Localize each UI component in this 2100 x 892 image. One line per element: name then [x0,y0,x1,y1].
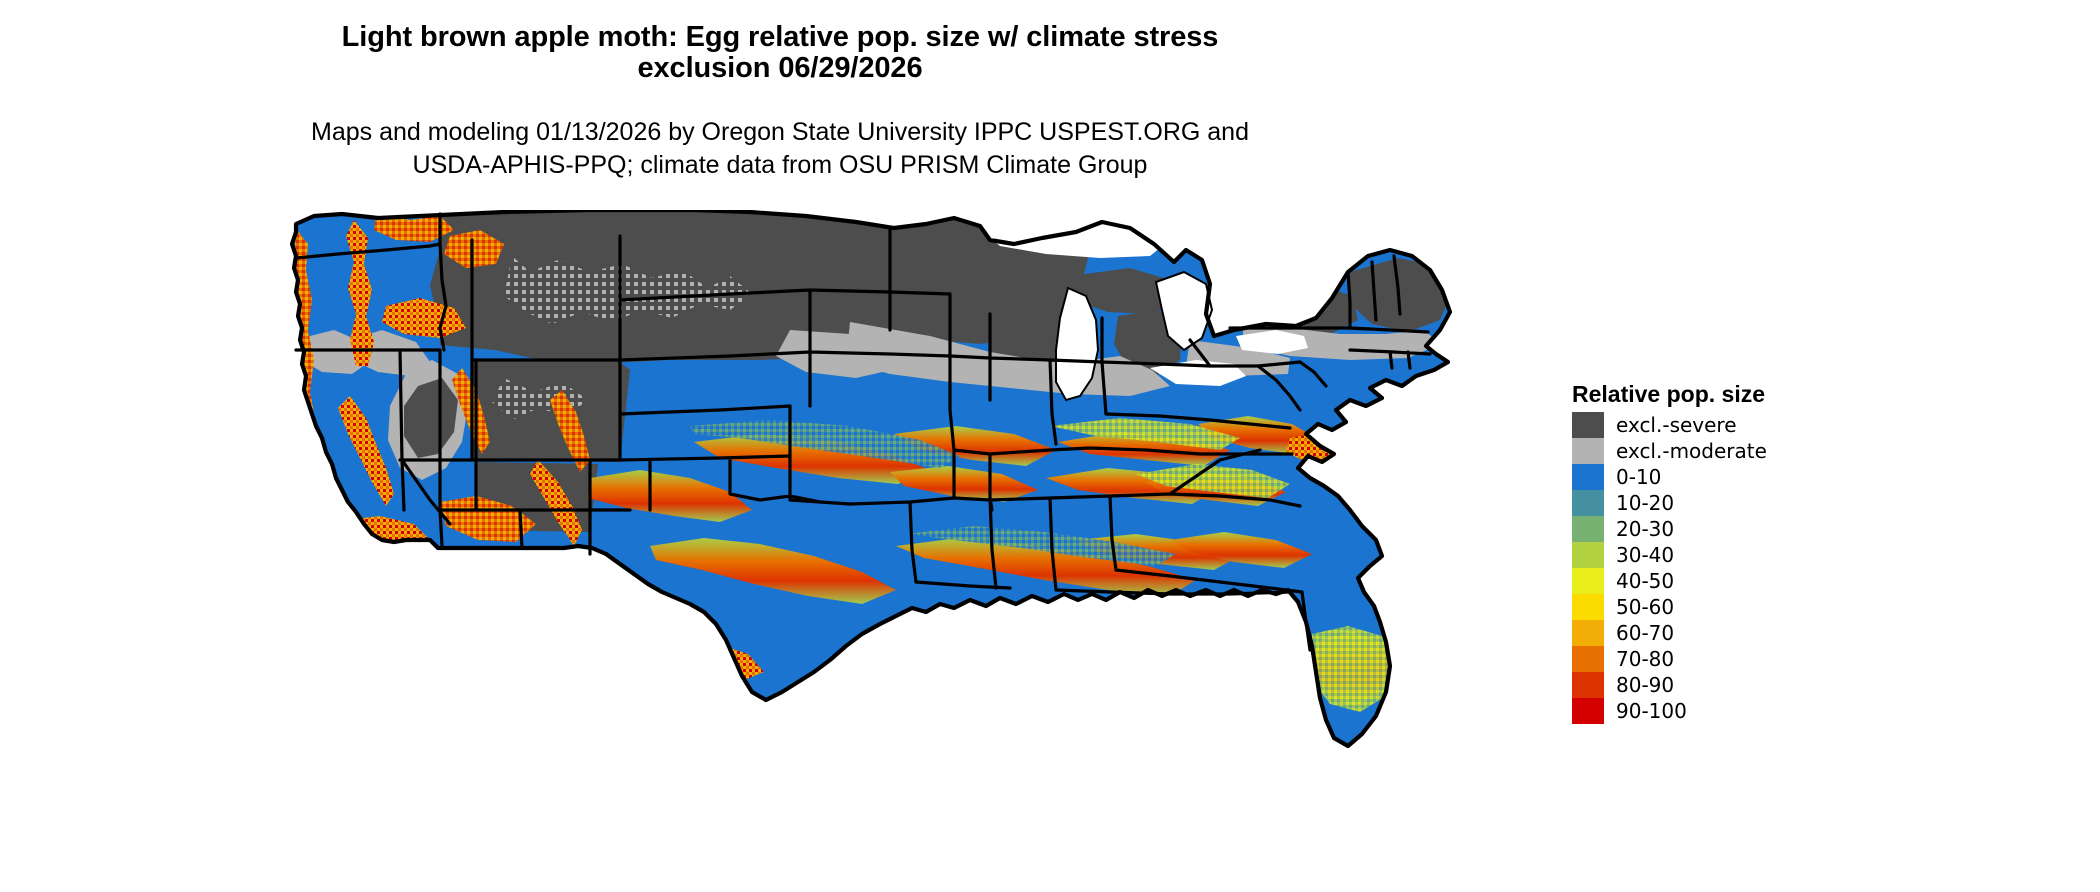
excl-severe-michigan-up [1070,268,1180,314]
legend-swatch [1572,542,1604,569]
hotband-caprock-escarpment [588,470,752,522]
legend-row: 70-80 [1572,646,1972,673]
legend-row: 0-10 [1572,464,1972,491]
legend-swatch [1572,568,1604,595]
hotband-gulf-coastal-plain [896,538,1196,596]
population-transition-layer [690,418,1396,712]
legend-swatch [1572,464,1604,491]
excl-moderate-nevada-patch [404,378,458,458]
page-subtitle: Maps and modeling 01/13/2026 by Oregon S… [311,118,1249,179]
hotband-nm-mountains [530,460,582,546]
legend-row: 90-100 [1572,698,1972,725]
page-title: Light brown apple moth: Egg relative pop… [341,21,1219,85]
hotband-mogollon-rim [440,496,536,542]
legend-swatch [1572,490,1604,517]
legend-label: 20-30 [1616,517,1675,542]
hotband-front-range [550,390,590,472]
hotband-ouachitas [890,466,1038,502]
legend-label: 30-40 [1616,543,1675,568]
hotband-southern-az [432,546,526,582]
legend-label: 50-60 [1616,595,1675,620]
lake-ontario [1236,330,1308,354]
legend-label: 80-90 [1616,673,1675,698]
legend-label: 60-70 [1616,621,1675,646]
midband-gulf-fringe [906,526,1176,566]
legend-swatch [1572,672,1604,699]
hotband-idaho-panhandle [444,230,504,268]
legend-row: 80-90 [1572,672,1972,699]
legend-row: 30-40 [1572,542,1972,569]
legend-row: 60-70 [1572,620,1972,647]
legend-row: excl.-severe [1572,412,1972,439]
legend-row: 10-20 [1572,490,1972,517]
lake-michigan [1055,286,1100,402]
hotband-piedmont-ga-sc [1170,532,1312,568]
legend-swatch [1572,438,1604,465]
legend-swatch [1572,594,1604,621]
legend-title: Relative pop. size [1572,381,1766,407]
national-border [290,210,1453,749]
hotband-cascades [346,220,374,366]
lake-huron [1154,270,1214,352]
legend-label: 40-50 [1616,569,1675,594]
midband-florida-fringe [1310,626,1396,712]
title-block: Light brown apple moth: Egg relative pop… [0,21,1560,85]
legend-label: 90-100 [1616,699,1687,724]
hotband-ozarks [894,426,1056,466]
exclusion-layer [298,210,1450,532]
hotband-central-ok-ks [694,434,930,484]
map-canvas [290,210,1560,880]
legend-row: 40-50 [1572,568,1972,595]
midband-tn-ky-fringe [1050,418,1240,450]
legend-label: 70-80 [1616,647,1675,672]
hotband-sierra-nevada [338,396,394,506]
state-boundaries-layer [290,210,1453,749]
subtitle-block: Maps and modeling 01/13/2026 by Oregon S… [0,116,1560,181]
legend-label: excl.-severe [1616,413,1737,438]
excl-severe-wisconsin [990,268,1070,366]
legend-swatch [1572,646,1604,673]
legend: Relative pop. size excl.-severe excl.-mod… [1572,381,1972,725]
legend-row: excl.-moderate [1572,438,1972,465]
legend-label: 10-20 [1616,491,1675,516]
legend-label: 0-10 [1616,465,1662,490]
legend-swatch [1572,516,1604,543]
legend-row: 50-60 [1572,594,1972,621]
legend-items: excl.-severe excl.-moderate 0-10 10-20 20-30… [1572,412,1972,725]
legend-swatch [1572,620,1604,647]
us-choropleth-map [290,210,1453,749]
legend-label: excl.-moderate [1616,439,1767,464]
hotband-balcones-escarpment [650,538,896,604]
legend-swatch [1572,698,1604,725]
midband-appalachian-fringe [1136,464,1290,498]
midband-ks-mo-fringe [690,420,960,468]
hotband-north-cascades [374,214,454,242]
legend-swatch [1572,412,1604,439]
excl-moderate-rockies-tongue [504,256,752,324]
legend-row: 20-30 [1572,516,1972,543]
